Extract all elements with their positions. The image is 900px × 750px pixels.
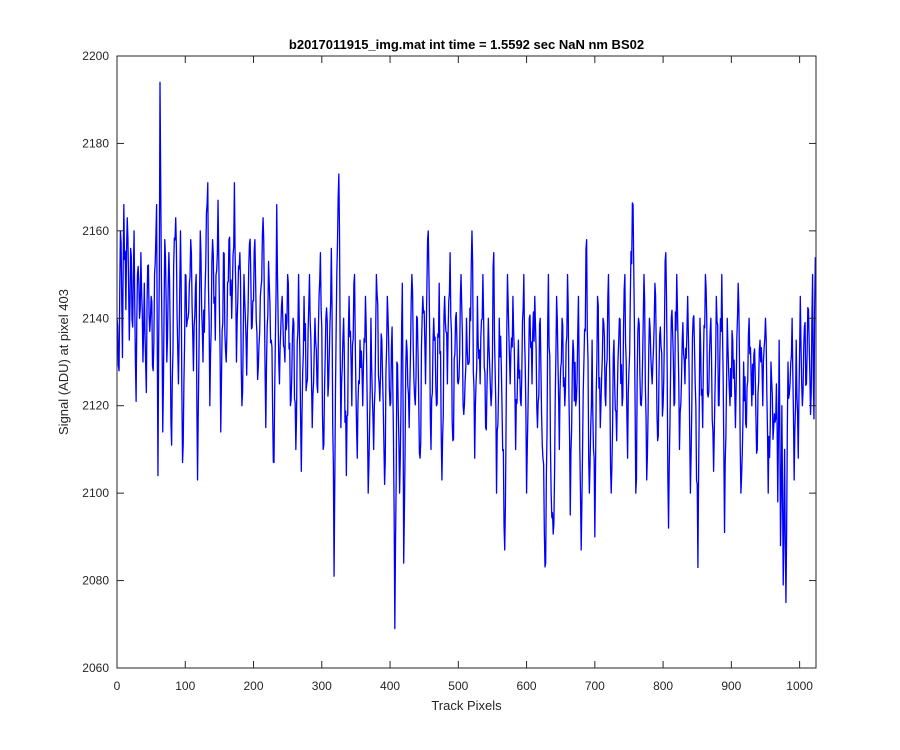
x-tick-label: 100 [175,679,195,693]
y-tick-label: 2100 [82,486,109,500]
x-tick-label: 600 [517,679,537,693]
chart-title: b2017011915_img.mat int time = 1.5592 se… [289,37,644,52]
axes-box [116,55,817,669]
y-tick-label: 2180 [82,136,109,150]
x-tick-label: 0 [114,679,121,693]
y-tick-label: 2120 [82,399,109,413]
y-axis-label: Signal (ADU) at pixel 403 [56,289,71,435]
x-tick-label: 200 [244,679,264,693]
y-tick-label: 2160 [82,224,109,238]
series-line-signal [116,81,816,630]
x-tick-label: 700 [585,679,605,693]
y-tick-label: 2080 [82,574,109,588]
x-tick-label: 400 [380,679,400,693]
x-tick-label: 500 [448,679,468,693]
x-axis-label: Track Pixels [431,698,502,713]
y-tick-label: 2140 [82,311,109,325]
x-tick-label: 1000 [786,679,813,693]
x-tick-label: 300 [312,679,332,693]
y-tick-label: 2200 [82,49,109,63]
series-layer [116,81,816,630]
ticks-layer: 0 100 200 300 400 500 600 700 800 900 1000 2060 2080… [82,49,816,693]
x-tick-label: 800 [653,679,673,693]
x-tick-label: 900 [721,679,741,693]
y-tick-label: 2060 [82,661,109,675]
